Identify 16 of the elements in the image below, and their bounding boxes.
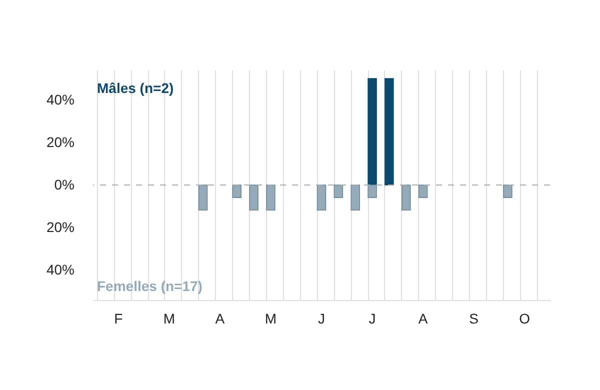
x-tick-label: A bbox=[215, 310, 226, 326]
y-tick-label: 20% bbox=[46, 219, 74, 236]
x-tick-label: J bbox=[318, 310, 325, 326]
x-tick-label: O bbox=[519, 310, 530, 326]
text: Femelles (n=17) bbox=[97, 278, 202, 294]
y-tick-label: 40% bbox=[46, 262, 74, 278]
x-tick-label: A bbox=[418, 310, 428, 326]
x-tick-label: S bbox=[469, 310, 479, 326]
text: Mâles (n=2) bbox=[97, 80, 174, 96]
x-tick-label: F bbox=[114, 310, 123, 326]
x-tick-label: J bbox=[368, 310, 376, 326]
y-tick-label: 20% bbox=[46, 134, 74, 150]
y-tick-label: 0% bbox=[54, 176, 74, 192]
x-tick-label: M bbox=[264, 310, 277, 326]
y-tick-label: 40% bbox=[46, 91, 74, 108]
x-tick-label: M bbox=[163, 310, 176, 326]
